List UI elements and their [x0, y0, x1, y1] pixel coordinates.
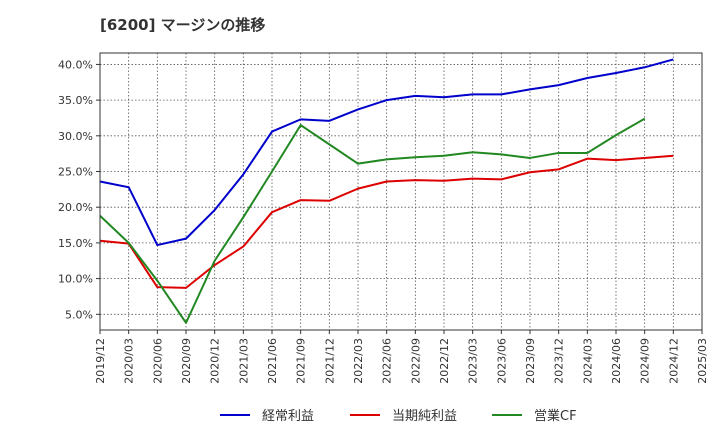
x-tick-label: 2024/06 — [610, 338, 623, 384]
y-tick-label: 25.0% — [58, 166, 93, 179]
x-tick-label: 2020/03 — [123, 338, 136, 384]
x-tick-label: 2025/03 — [696, 338, 709, 384]
plot-background — [100, 53, 702, 330]
x-tick-label: 2022/06 — [381, 338, 394, 384]
series-group — [99, 58, 674, 324]
x-tick-label: 2022/09 — [409, 338, 422, 384]
x-tick-label: 2022/12 — [438, 338, 451, 384]
x-tick-label: 2020/12 — [209, 338, 222, 384]
legend-label-2: 当期純利益 — [392, 409, 457, 424]
x-tick-label: 2023/12 — [553, 338, 566, 384]
x-tick-label: 2024/03 — [581, 338, 594, 384]
series-line-3 — [99, 117, 646, 324]
grid — [99, 53, 703, 330]
y-tick-label: 15.0% — [58, 237, 93, 250]
legend: 経常利益 当期純利益 営業CF — [220, 408, 577, 424]
y-tick-label: 40.0% — [58, 58, 93, 71]
legend-label-3: 営業CF — [534, 408, 577, 424]
x-tick-label: 2023/09 — [524, 338, 537, 384]
x-tick-label: 2020/06 — [151, 338, 164, 384]
x-axis: 2019/12 2020/03 2020/06 2020/09 2020/12 2021/… — [94, 330, 709, 384]
y-tick-label: 30.0% — [58, 130, 93, 143]
x-tick-label: 2023/03 — [467, 338, 480, 384]
legend-label-1: 経常利益 — [262, 409, 314, 424]
x-tick-label: 2024/12 — [667, 338, 680, 384]
x-tick-label: 2021/06 — [266, 338, 279, 384]
x-tick-label: 2021/12 — [323, 338, 336, 384]
y-tick-label: 5.0% — [65, 308, 93, 321]
x-tick-label: 2021/09 — [295, 338, 308, 384]
y-axis: 5.0% 10.0% 15.0% 20.0% 25.0% 30.0% 35.0% 40.0% — [58, 58, 100, 321]
x-tick-label: 2020/09 — [180, 338, 193, 384]
y-tick-label: 35.0% — [58, 94, 93, 107]
y-tick-label: 20.0% — [58, 201, 93, 214]
chart-title: [6200] マージンの推移 — [100, 16, 266, 34]
x-tick-label: 2022/03 — [352, 338, 365, 384]
x-tick-label: 2023/06 — [495, 338, 508, 384]
x-tick-label: 2019/12 — [94, 338, 107, 384]
y-tick-label: 10.0% — [58, 273, 93, 286]
x-tick-label: 2021/03 — [237, 338, 250, 384]
plot-frame — [99, 52, 703, 331]
x-tick-label: 2024/09 — [639, 338, 652, 384]
